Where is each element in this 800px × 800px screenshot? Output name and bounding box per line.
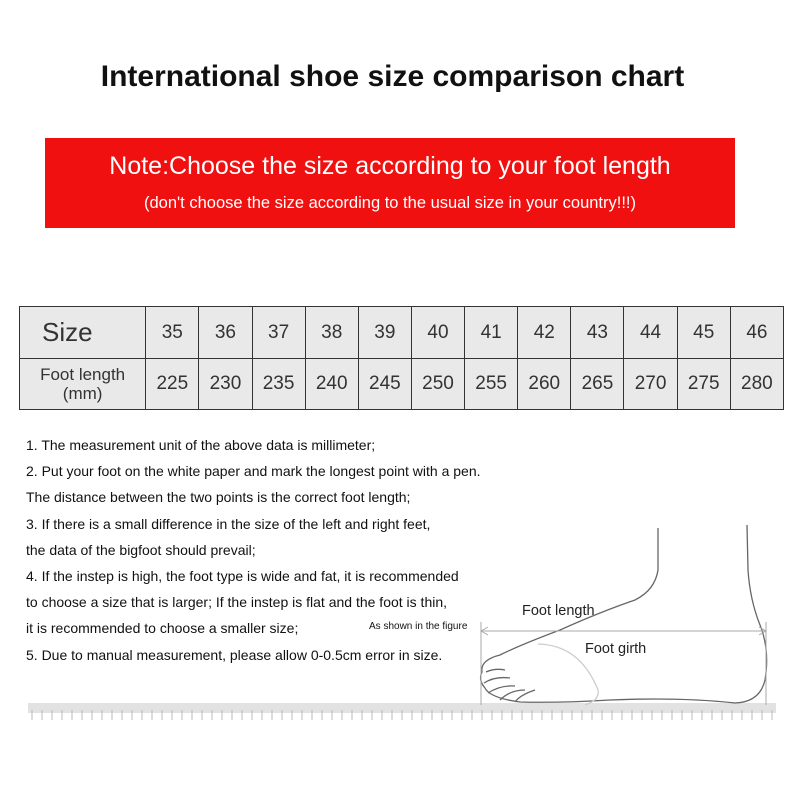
instruction-line: it is recommended to choose a smaller si… — [26, 620, 299, 637]
foot-length-cell: 260 — [517, 358, 572, 410]
size-cell: 46 — [729, 306, 785, 359]
foot-length-label: Foot length — [522, 603, 595, 619]
size-cell: 41 — [464, 306, 519, 359]
note-line-2: (don't choose the size according to the … — [144, 194, 636, 212]
size-cell: 39 — [357, 306, 412, 359]
instruction-line: 3. If there is a small difference in the… — [26, 515, 431, 532]
foot-length-cell: 240 — [304, 358, 359, 410]
ruler-bar — [28, 703, 776, 713]
foot-length-cell: 250 — [410, 358, 466, 410]
size-cell: 43 — [570, 306, 625, 359]
foot-outline-icon — [479, 524, 768, 706]
size-cell: 36 — [198, 306, 253, 359]
foot-length-cell: 255 — [464, 358, 519, 410]
instruction-line: the data of the bigfoot should prevail; — [26, 541, 256, 558]
size-cell: 40 — [410, 306, 466, 359]
foot-length-header-label: Foot length — [40, 365, 126, 384]
foot-length-cell: 230 — [198, 358, 253, 410]
foot-length-cell: 265 — [570, 358, 625, 410]
foot-length-cell: 270 — [623, 358, 678, 410]
instruction-line: 4. If the instep is high, the foot type … — [26, 568, 459, 585]
foot-length-cell: 245 — [357, 358, 412, 410]
instruction-line: The distance between the two points is t… — [26, 489, 411, 506]
foot-length-cell: 280 — [729, 358, 785, 410]
size-table: Size 35 36 37 38 39 40 41 42 43 44 45 46 Foot lengt… — [18, 306, 785, 410]
size-row: Size 35 36 37 38 39 40 41 42 43 44 45 46 — [18, 306, 785, 359]
foot-length-cell: 235 — [251, 358, 306, 410]
size-cell: 38 — [304, 306, 359, 359]
size-cell: 37 — [251, 306, 306, 359]
foot-girth-label: Foot girth — [585, 641, 647, 657]
instructions: 1. The measurement unit of the above dat… — [26, 432, 481, 668]
instruction-line: 5. Due to manual measurement, please all… — [26, 646, 443, 663]
foot-length-cell: 275 — [676, 358, 731, 410]
instruction-line: to choose a size that is larger; If the … — [26, 594, 448, 611]
foot-length-header-unit: (mm) — [62, 384, 103, 403]
size-cell: 44 — [623, 306, 678, 359]
size-header: Size — [18, 306, 147, 359]
note-line-1: Note:Choose the size according to your f… — [109, 152, 671, 180]
instruction-line: 1. The measurement unit of the above dat… — [26, 437, 376, 453]
note-banner: Note:Choose the size according to your f… — [45, 138, 735, 228]
foot-length-cell: 225 — [145, 358, 200, 410]
page-title: International shoe size comparison chart — [100, 60, 685, 93]
figure-caption: As shown in the figure — [369, 621, 468, 632]
ruler — [28, 703, 776, 720]
foot-length-arrow — [479, 622, 768, 705]
size-cell: 45 — [676, 306, 731, 359]
foot-length-row: Foot length (mm) 225 230 235 240 245 250 255 26… — [18, 358, 785, 410]
instruction-line: 2. Put your foot on the white paper and … — [26, 463, 481, 480]
